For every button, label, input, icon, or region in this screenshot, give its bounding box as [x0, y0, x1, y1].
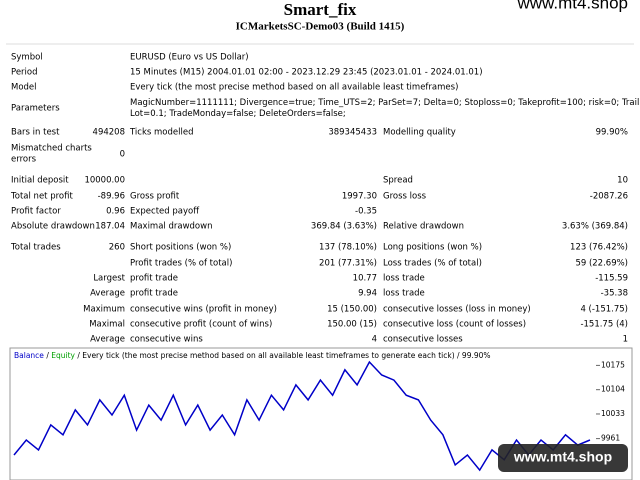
row-text: Lot=0.1; TradeMonday=false; DeleteOrders…: [130, 109, 346, 119]
row-value: -0.35: [355, 207, 377, 217]
row-value: 150.00 (15): [327, 320, 377, 330]
separator: /: [77, 351, 80, 360]
row-label: Expected payoff: [130, 207, 200, 217]
y-tick-label: 10104: [601, 385, 625, 394]
row-value: 369.84 (3.63%): [311, 222, 377, 232]
row-text: Every tick (the most precise method base…: [130, 83, 458, 93]
row-value: 3.63% (369.84): [562, 222, 628, 232]
row-label: Relative drawdown: [383, 222, 464, 232]
row-label: profit trade: [130, 289, 178, 299]
watermark-badge-text: www.mt4.shop: [513, 449, 612, 465]
row-label: Maximal drawdown: [130, 222, 212, 232]
row-label: consecutive profit (count of wins): [130, 320, 272, 330]
row-label: consecutive wins (profit in money): [130, 305, 277, 315]
row-value: 187.04: [95, 222, 125, 232]
row-label: Model: [11, 83, 37, 93]
row-label: Initial deposit: [11, 176, 69, 186]
row-label: loss trade: [383, 289, 425, 299]
row-value: 10.77: [353, 274, 377, 284]
row-label: Symbol: [11, 53, 43, 63]
row-label: Period: [11, 68, 38, 78]
row-value: 1997.30: [342, 192, 377, 202]
row-value: -151.75 (4): [580, 320, 628, 330]
legend-entry: Equity: [51, 351, 75, 360]
y-tick-label: 9961: [601, 434, 620, 443]
row-label: consecutive loss (count of losses): [383, 320, 526, 330]
row-label: Bars in test: [11, 128, 60, 138]
row-value: 389345433: [328, 128, 377, 138]
row-prefix: Largest: [93, 274, 125, 284]
row-value: -2087.26: [590, 192, 628, 202]
watermark: www.mt4.shop: [516, 0, 628, 12]
row-text: MagicNumber=1111111; Divergence=true; Ti…: [130, 98, 640, 108]
row-label: Absolute drawdown: [11, 222, 95, 232]
row-value: 59 (22.69%): [575, 259, 628, 269]
row-prefix: Maximal: [89, 320, 125, 330]
row-value: 0.96: [106, 207, 125, 217]
legend-entry: Balance: [14, 351, 44, 360]
row-prefix: Maximum: [83, 305, 125, 315]
row-value: -35.38: [601, 289, 628, 299]
y-tick-label: 10033: [601, 409, 625, 418]
row-label: Modelling quality: [383, 128, 456, 138]
row-value: 10: [617, 176, 628, 186]
row-label: Total net profit: [10, 192, 73, 202]
row-label: Ticks modelled: [129, 128, 193, 138]
report-title: Smart_fix: [284, 0, 357, 19]
row-value: 0: [120, 150, 125, 160]
row-text: 15 Minutes (M15) 2004.01.01 02:00 - 2023…: [130, 68, 483, 78]
row-label: Gross loss: [383, 192, 427, 202]
row-value: -89.96: [98, 192, 125, 202]
row-prefix: Average: [90, 289, 125, 299]
row-value: 4 (-151.75): [580, 305, 628, 315]
row-label: Gross profit: [130, 192, 180, 202]
row-label: Loss trades (% of total): [383, 259, 482, 269]
y-tick-label: 10175: [601, 360, 625, 369]
row-value: 137 (78.10%): [319, 243, 377, 253]
row-value: 99.90%: [596, 128, 628, 138]
balance-line: [13, 360, 591, 472]
server: ICMarketsSC-Demo03 (Build 1415): [236, 21, 405, 33]
row-label: profit trade: [130, 274, 178, 284]
row-label: consecutive losses: [383, 335, 463, 345]
row-value: 494208: [93, 128, 125, 138]
row-label: Mismatched charts: [11, 144, 92, 154]
watermark-badge: [498, 444, 628, 472]
row-value: 9.94: [358, 289, 377, 299]
row-label: consecutive wins: [130, 335, 203, 345]
row-label: loss trade: [383, 274, 425, 284]
row-value: 260: [109, 243, 125, 253]
chart-caption: Balance / Equity / Every tick (the most …: [14, 351, 491, 360]
row-label: consecutive losses (loss in money): [383, 305, 531, 315]
row-label: Spread: [383, 176, 413, 186]
separator: /: [46, 351, 49, 360]
row-label: Profit factor: [11, 207, 61, 217]
row-label: Total trades: [10, 243, 61, 253]
row-value: 1: [623, 335, 628, 345]
row-label: Profit trades (% of total): [130, 259, 232, 269]
row-value: 123 (76.42%): [570, 243, 628, 253]
row-text: EURUSD (Euro vs US Dollar): [130, 53, 249, 63]
row-label: Parameters: [11, 104, 60, 114]
caption-text: Every tick (the most precise method base…: [82, 351, 490, 360]
row-value: 4: [372, 335, 377, 345]
row-value: 201 (77.31%): [319, 259, 377, 269]
row-prefix: Average: [90, 335, 125, 345]
row-value: 10000.00: [84, 176, 125, 186]
row-value: 15 (150.00): [327, 305, 377, 315]
row-label: Long positions (won %): [383, 243, 482, 253]
row-label: errors: [11, 155, 37, 165]
row-value: -115.59: [595, 274, 628, 284]
row-label: Short positions (won %): [130, 243, 231, 253]
